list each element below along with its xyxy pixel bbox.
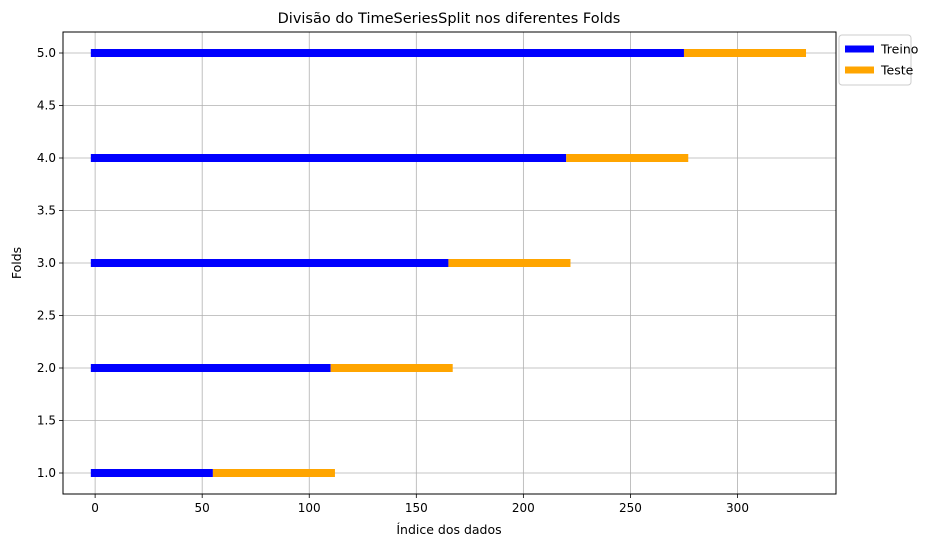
x-axis-label: Índice dos dados (396, 522, 501, 537)
x-tick-label: 200 (512, 501, 535, 515)
y-ticks: 1.0 1.5 2.0 2.5 3.0 3.5 4.0 4.5 5.0 (37, 46, 63, 480)
legend-label-treino: Treino (880, 42, 918, 57)
y-tick-label: 4.0 (37, 151, 56, 165)
x-tick-label: 250 (619, 501, 642, 515)
y-axis-label: Folds (9, 247, 24, 279)
legend: Treino Teste (838, 34, 918, 86)
legend-label-teste: Teste (880, 63, 914, 78)
bars (90, 49, 807, 477)
y-tick-label: 1.0 (37, 466, 56, 480)
x-tick-label: 150 (405, 501, 428, 515)
y-tick-label: 2.0 (37, 361, 56, 375)
x-tick-label: 100 (298, 501, 321, 515)
x-tick-label: 0 (91, 501, 99, 515)
y-tick-label: 3.0 (37, 256, 56, 270)
x-tick-label: 300 (726, 501, 749, 515)
x-ticks: 0 50 100 150 200 250 300 (91, 494, 749, 515)
y-tick-label: 2.5 (37, 309, 56, 323)
y-tick-label: 1.5 (37, 414, 56, 428)
y-tick-label: 5.0 (37, 46, 56, 60)
chart-title: Divisão do TimeSeriesSplit nos diferente… (278, 11, 621, 27)
y-tick-label: 3.5 (37, 204, 56, 218)
x-tick-label: 50 (195, 501, 210, 515)
y-tick-label: 4.5 (37, 99, 56, 113)
